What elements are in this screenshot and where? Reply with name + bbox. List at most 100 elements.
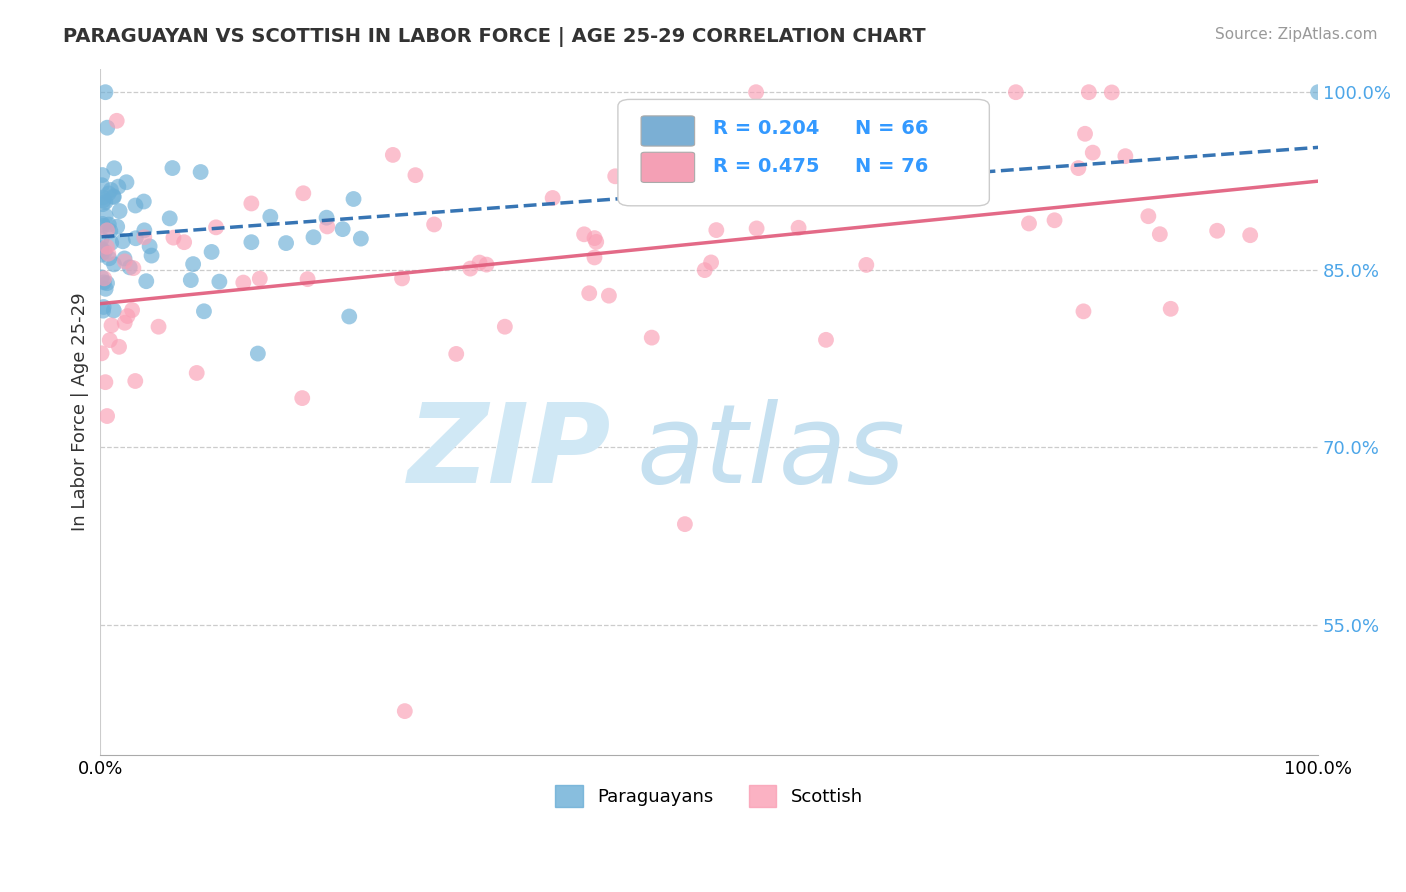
FancyBboxPatch shape bbox=[641, 153, 695, 183]
Point bbox=[814, 333, 837, 347]
Text: R = 0.204: R = 0.204 bbox=[713, 120, 820, 138]
Point bbox=[572, 227, 595, 242]
Text: ZIP: ZIP bbox=[408, 400, 612, 507]
Point bbox=[97, 246, 120, 260]
FancyBboxPatch shape bbox=[617, 99, 990, 206]
Point bbox=[134, 223, 156, 237]
Text: Source: ZipAtlas.com: Source: ZipAtlas.com bbox=[1215, 27, 1378, 42]
Point bbox=[138, 239, 160, 253]
Point bbox=[249, 271, 271, 285]
Point bbox=[583, 251, 606, 265]
Point bbox=[96, 240, 118, 254]
Point bbox=[1149, 227, 1171, 242]
Point bbox=[1239, 228, 1261, 243]
Point bbox=[117, 309, 139, 323]
Point bbox=[94, 375, 117, 389]
Point bbox=[180, 273, 202, 287]
Point bbox=[90, 346, 112, 360]
Point bbox=[98, 333, 121, 347]
Point bbox=[578, 286, 600, 301]
Point bbox=[94, 282, 117, 296]
Y-axis label: In Labor Force | Age 25-29: In Labor Force | Age 25-29 bbox=[72, 293, 89, 531]
Point bbox=[122, 261, 145, 276]
Point bbox=[107, 179, 129, 194]
Point bbox=[583, 231, 606, 245]
Point bbox=[787, 220, 810, 235]
Point bbox=[114, 316, 136, 330]
Point bbox=[205, 220, 228, 235]
Point bbox=[1005, 85, 1028, 99]
Point bbox=[391, 271, 413, 285]
Point bbox=[404, 168, 426, 182]
Point bbox=[745, 85, 768, 99]
Point bbox=[1160, 301, 1182, 316]
Point bbox=[90, 247, 112, 261]
Point bbox=[342, 192, 364, 206]
Point bbox=[105, 113, 128, 128]
Point bbox=[96, 120, 118, 135]
Point bbox=[475, 258, 498, 272]
Point bbox=[162, 230, 184, 244]
Point bbox=[90, 243, 112, 257]
Point bbox=[700, 255, 723, 269]
Legend: Paraguayans, Scottish: Paraguayans, Scottish bbox=[548, 778, 870, 814]
Point bbox=[297, 272, 319, 286]
Text: N = 76: N = 76 bbox=[855, 157, 929, 177]
Point bbox=[93, 300, 115, 314]
Point bbox=[704, 223, 727, 237]
Point bbox=[302, 230, 325, 244]
Point bbox=[1073, 304, 1095, 318]
Point bbox=[1206, 224, 1229, 238]
Point bbox=[193, 304, 215, 318]
Point bbox=[585, 235, 607, 249]
Point bbox=[90, 232, 112, 246]
Point bbox=[100, 318, 122, 333]
Point bbox=[114, 252, 136, 266]
Point bbox=[97, 218, 120, 232]
Text: atlas: atlas bbox=[636, 400, 905, 507]
Point bbox=[91, 191, 114, 205]
Point bbox=[494, 319, 516, 334]
Point bbox=[111, 234, 134, 248]
Point bbox=[1137, 209, 1160, 223]
Point bbox=[91, 197, 114, 211]
Point bbox=[1043, 213, 1066, 227]
Point bbox=[100, 183, 122, 197]
Point bbox=[159, 211, 181, 226]
Point bbox=[644, 129, 666, 144]
Point bbox=[148, 319, 170, 334]
Point bbox=[200, 244, 222, 259]
Point bbox=[423, 218, 446, 232]
Point bbox=[91, 303, 114, 318]
Point bbox=[444, 347, 467, 361]
Point bbox=[94, 209, 117, 223]
Point bbox=[259, 210, 281, 224]
Point bbox=[190, 165, 212, 179]
Text: N = 66: N = 66 bbox=[855, 120, 929, 138]
Point bbox=[103, 257, 125, 271]
Point bbox=[673, 517, 696, 532]
Point bbox=[96, 276, 118, 290]
Point bbox=[745, 221, 768, 235]
Point bbox=[91, 217, 114, 231]
Point bbox=[97, 186, 120, 201]
Point bbox=[641, 330, 664, 344]
Point bbox=[181, 257, 204, 271]
Point bbox=[1114, 149, 1136, 163]
Point bbox=[125, 231, 148, 245]
Point bbox=[693, 263, 716, 277]
Point bbox=[91, 219, 114, 233]
Point bbox=[292, 186, 315, 201]
Point bbox=[103, 190, 125, 204]
Point bbox=[381, 148, 404, 162]
Point bbox=[94, 85, 117, 99]
Point bbox=[114, 254, 136, 268]
Point bbox=[394, 704, 416, 718]
Point bbox=[1101, 86, 1123, 100]
Point bbox=[458, 261, 481, 276]
Point bbox=[108, 340, 131, 354]
Point bbox=[1067, 161, 1090, 175]
Point bbox=[240, 235, 263, 250]
Point bbox=[855, 258, 877, 272]
Text: R = 0.475: R = 0.475 bbox=[713, 157, 820, 177]
